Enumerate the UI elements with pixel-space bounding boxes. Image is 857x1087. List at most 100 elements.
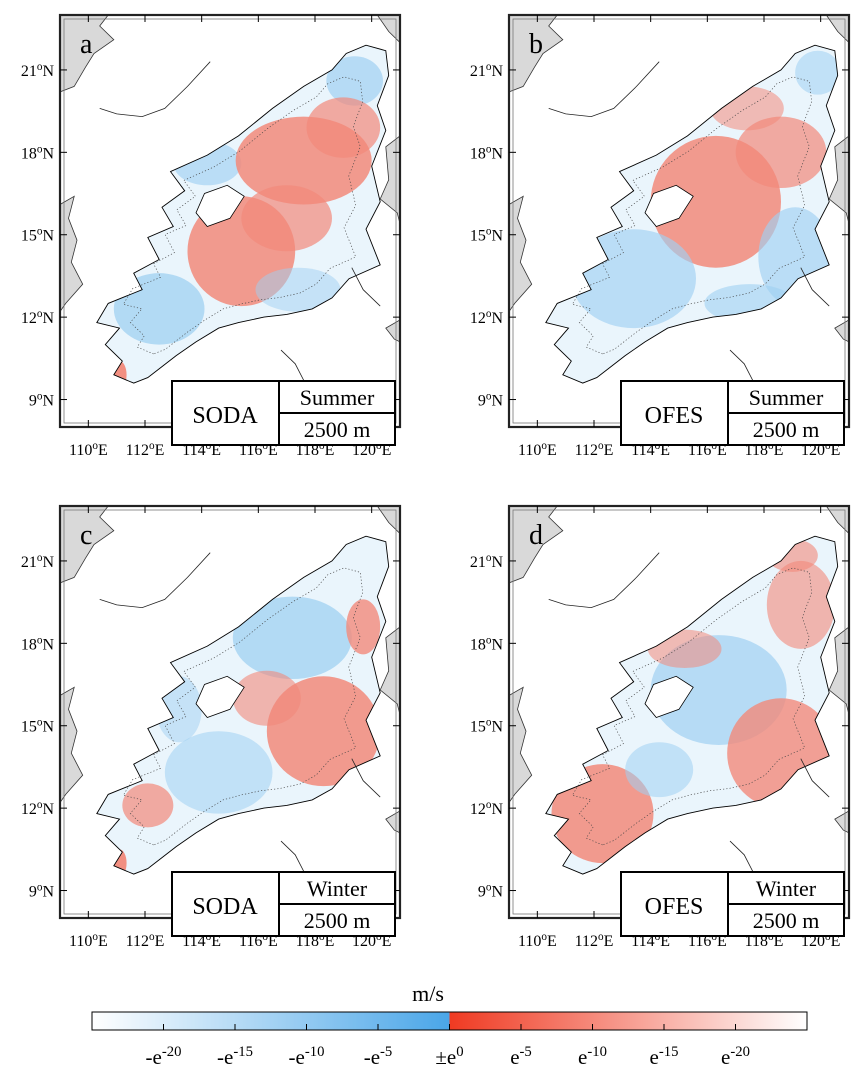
lon-tick-label: 112oE bbox=[575, 440, 614, 459]
lat-tick-label: 9oN bbox=[478, 391, 504, 410]
lat-tick-label: 12oN bbox=[21, 308, 55, 327]
lat-tick-label: 15oN bbox=[470, 717, 504, 736]
lat-tick-label: 15oN bbox=[21, 226, 55, 245]
map-panel-a: 110oE112oE114oE116oE118oE120oE9oN12oN15o… bbox=[21, 13, 402, 459]
lat-tick-label: 21oN bbox=[21, 61, 55, 80]
season-label: Summer bbox=[749, 385, 824, 410]
lat-tick-label: 18oN bbox=[21, 143, 55, 162]
field-patch bbox=[326, 56, 383, 106]
lat-tick-label: 12oN bbox=[470, 799, 504, 818]
panel-legend-box: OFES Winter 2500 m bbox=[620, 871, 845, 937]
colorbar-tick-label: -e-15 bbox=[217, 1044, 253, 1069]
isobath-contour bbox=[96, 44, 390, 384]
field-patch bbox=[255, 267, 341, 312]
depth-label: 2500 m bbox=[753, 417, 820, 442]
coastline bbox=[99, 61, 211, 118]
field-patch bbox=[795, 50, 838, 95]
panel-letter: b bbox=[529, 29, 543, 60]
lat-tick-label: 18oN bbox=[21, 634, 55, 653]
coastline bbox=[729, 840, 754, 872]
island bbox=[195, 184, 245, 227]
isobath-contour bbox=[545, 44, 839, 384]
lat-tick-label: 21oN bbox=[470, 552, 504, 571]
coastline bbox=[548, 61, 660, 118]
coastline bbox=[99, 552, 211, 609]
lat-tick-label: 12oN bbox=[470, 308, 504, 327]
lon-tick-label: 112oE bbox=[575, 931, 614, 950]
lat-tick-label: 9oN bbox=[29, 391, 55, 410]
field-patch bbox=[346, 599, 381, 655]
lon-tick-label: 110oE bbox=[69, 931, 108, 950]
lon-tick-label: 110oE bbox=[518, 440, 557, 459]
colorbar-tick-label: -e-5 bbox=[364, 1044, 393, 1069]
coastline bbox=[800, 758, 830, 798]
isobath-contour bbox=[96, 535, 390, 875]
model-label: SODA bbox=[192, 894, 258, 920]
lon-tick-label: 112oE bbox=[126, 440, 165, 459]
field-patch bbox=[232, 596, 352, 680]
lon-tick-label: 110oE bbox=[69, 440, 108, 459]
lat-tick-label: 9oN bbox=[29, 882, 55, 901]
coastline bbox=[800, 267, 830, 307]
lat-tick-label: 9oN bbox=[478, 882, 504, 901]
map-panel-c: 110oE112oE114oE116oE118oE120oE9oN12oN15o… bbox=[21, 504, 402, 950]
colorbar-tick-label: e-5 bbox=[510, 1044, 532, 1069]
field-patch bbox=[164, 731, 273, 814]
land-mass bbox=[59, 686, 84, 804]
coastline bbox=[280, 840, 305, 872]
coastline bbox=[351, 758, 381, 798]
panel-letter: c bbox=[80, 520, 92, 551]
panel-legend-box: SODA Summer 2500 m bbox=[171, 380, 396, 446]
lat-tick-label: 21oN bbox=[21, 552, 55, 571]
colorbar-tick-label: e-20 bbox=[721, 1044, 750, 1069]
colorbar-tick-label: ±e0 bbox=[435, 1044, 463, 1069]
land-mass bbox=[508, 686, 533, 804]
field-patch bbox=[625, 742, 694, 798]
colorbar-tick-label: -e-20 bbox=[146, 1044, 182, 1069]
season-label: Summer bbox=[300, 385, 375, 410]
model-label: OFES bbox=[645, 403, 704, 429]
field-patch bbox=[735, 116, 827, 189]
lat-tick-label: 12oN bbox=[21, 799, 55, 818]
lat-tick-label: 18oN bbox=[470, 143, 504, 162]
field-patch bbox=[766, 560, 835, 649]
lat-tick-label: 21oN bbox=[470, 61, 504, 80]
field-patch bbox=[241, 185, 332, 252]
depth-label: 2500 m bbox=[304, 417, 371, 442]
field-patch bbox=[551, 764, 654, 864]
season-label: Winter bbox=[307, 876, 368, 901]
isobath-contour bbox=[545, 535, 839, 875]
coastline bbox=[548, 552, 660, 609]
coastline bbox=[729, 349, 754, 381]
land-mass bbox=[59, 195, 84, 313]
season-label: Winter bbox=[756, 876, 817, 901]
colorbar-tick-label: e-10 bbox=[578, 1044, 607, 1069]
panel-legend-box: SODA Winter 2500 m bbox=[171, 871, 396, 937]
depth-label: 2500 m bbox=[753, 908, 820, 933]
island bbox=[644, 184, 694, 227]
lat-tick-label: 18oN bbox=[470, 634, 504, 653]
coastline bbox=[351, 267, 381, 307]
panel-legend-box: OFES Summer 2500 m bbox=[620, 380, 845, 446]
field-patch bbox=[306, 97, 381, 158]
panel-letter: d bbox=[529, 520, 543, 551]
island bbox=[195, 675, 245, 718]
lon-tick-label: 110oE bbox=[518, 931, 557, 950]
island bbox=[644, 675, 694, 718]
colorbar: m/s -e-20 -e-15 -e-10 -e-5 ±e0 e-5 e-10 e-15 e-2… bbox=[91, 981, 808, 1069]
colorbar-tick-label: e-15 bbox=[650, 1044, 679, 1069]
coastline bbox=[280, 349, 305, 381]
lon-tick-label: 112oE bbox=[126, 931, 165, 950]
depth-label: 2500 m bbox=[304, 908, 371, 933]
field-patch bbox=[232, 670, 301, 726]
colorbar-tick-label: -e-10 bbox=[289, 1044, 325, 1069]
colorbar-unit: m/s bbox=[412, 981, 444, 1006]
lat-tick-label: 15oN bbox=[470, 226, 504, 245]
model-label: SODA bbox=[192, 403, 258, 429]
map-panel-b: 110oE112oE114oE116oE118oE120oE9oN12oN15o… bbox=[470, 13, 851, 459]
lat-tick-label: 15oN bbox=[21, 717, 55, 736]
land-mass bbox=[508, 195, 533, 313]
model-label: OFES bbox=[645, 894, 704, 920]
map-panel-d: 110oE112oE114oE116oE118oE120oE9oN12oN15o… bbox=[470, 504, 851, 950]
